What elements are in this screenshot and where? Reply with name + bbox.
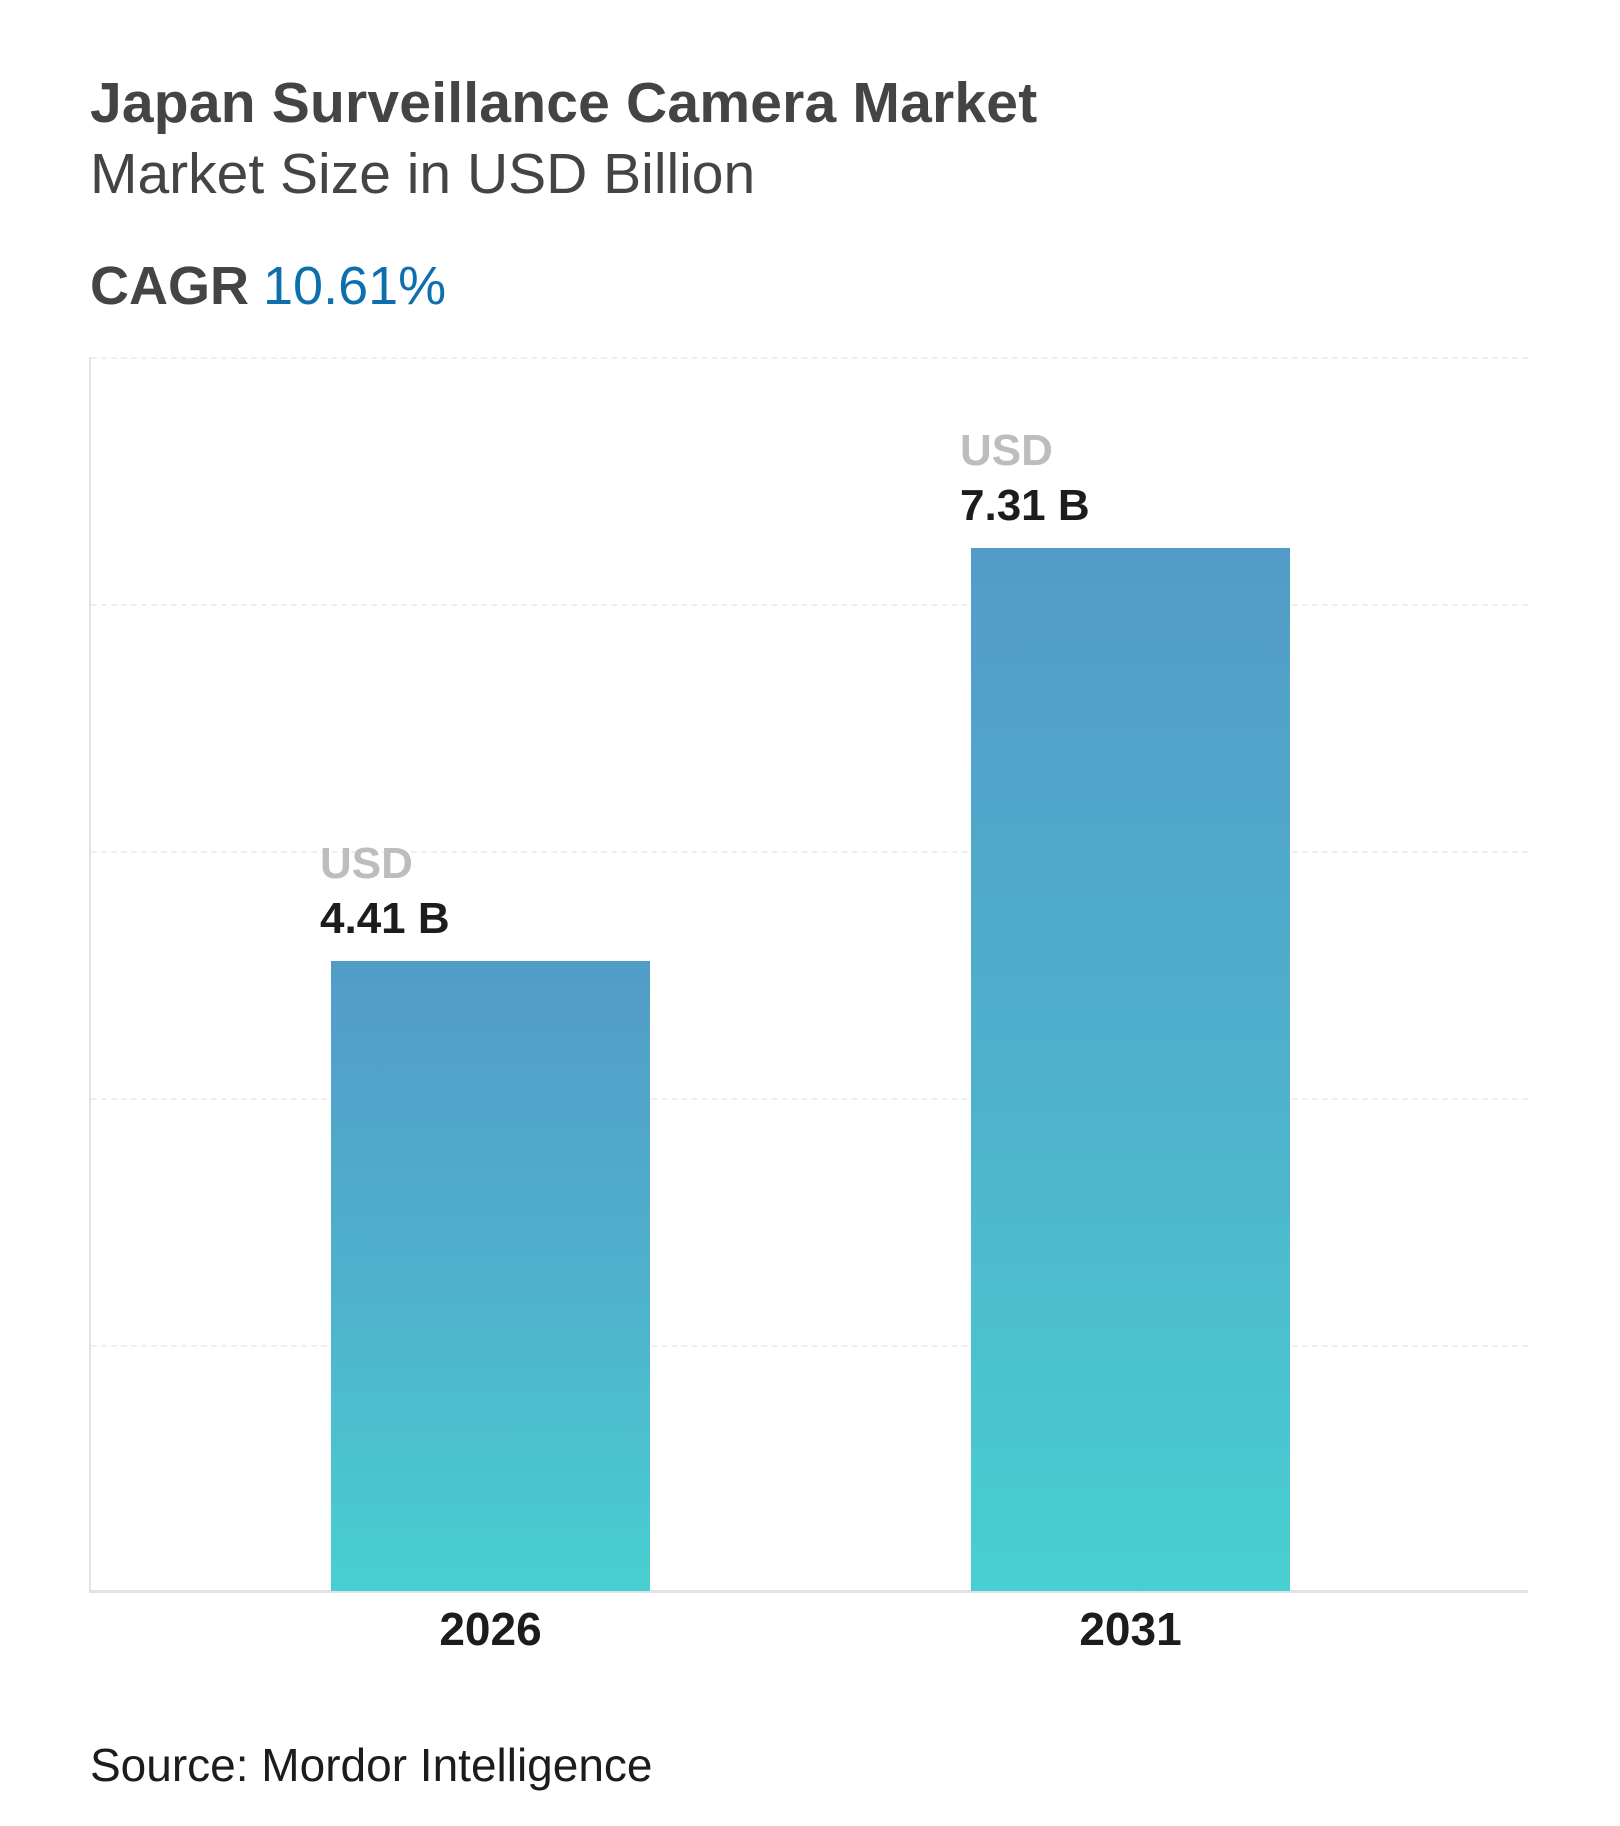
chart-subtitle: Market Size in USD Billion [90,142,756,206]
x-axis-line [89,1590,1528,1593]
x-axis-label-2026: 2026 [439,1603,542,1655]
x-axis-label-2031: 2031 [1079,1603,1182,1655]
gridline [91,604,1528,606]
bar-2026-value-label: 4.41 B [320,894,450,943]
source-note: Source: Mordor Intelligence [90,1739,653,1791]
cagr-annotation: CAGR 10.61% [90,254,446,318]
cagr-value: 10.61% [263,256,447,316]
bar-2031-currency-label: USD [960,426,1053,475]
cagr-label: CAGR [90,256,249,316]
y-axis-line [89,357,91,1591]
gridline [91,1098,1528,1100]
bar-2031 [971,548,1290,1591]
chart-title: Japan Surveillance Camera Market [90,71,1038,135]
gridline [91,851,1528,853]
bar-2026-currency-label: USD [320,839,413,888]
bar-2026 [331,961,650,1591]
gridline [91,357,1528,359]
bar-2031-value-label: 7.31 B [960,481,1090,530]
gridline [91,1345,1528,1347]
bar-chart-plot-area: USD 4.41 B USD 7.31 B [89,357,1528,1593]
